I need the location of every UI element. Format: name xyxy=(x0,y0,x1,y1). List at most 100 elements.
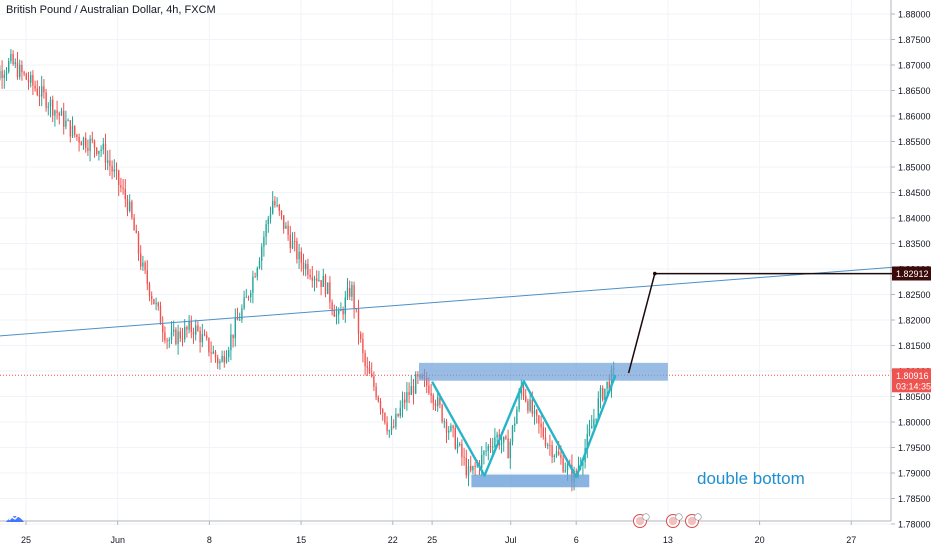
candle-body xyxy=(408,392,410,396)
candle-body xyxy=(63,110,65,127)
candle-body xyxy=(454,428,456,449)
candle-body xyxy=(69,120,71,137)
candle-body xyxy=(247,296,250,298)
candle-body xyxy=(87,148,89,151)
candle-body xyxy=(397,414,399,417)
candle-body xyxy=(586,433,588,449)
candle-body xyxy=(487,446,489,451)
tradingview-logo-icon[interactable] xyxy=(4,509,26,525)
price-tick-label: 1.84000 xyxy=(898,214,931,224)
candle-body xyxy=(21,64,23,73)
chart-title: British Pound / Australian Dollar, 4h, F… xyxy=(6,4,216,16)
candle-body xyxy=(153,299,155,304)
time-axis[interactable]: 25 Jun 8 15 22 25 Jul 6 13 20 27 xyxy=(21,521,856,545)
candle-body xyxy=(285,225,287,229)
price-tick-label: 1.79500 xyxy=(898,443,931,453)
candle-body xyxy=(547,444,549,446)
candle-body xyxy=(450,425,452,431)
candle-body xyxy=(137,233,140,254)
candle-body xyxy=(428,385,430,394)
candle-body xyxy=(188,321,190,330)
current-price-tag xyxy=(892,368,931,393)
candle-body xyxy=(265,224,267,237)
candle-body xyxy=(311,277,313,281)
candle-body xyxy=(109,160,111,166)
candle-body xyxy=(60,110,63,116)
candle-body xyxy=(142,262,144,267)
candle-body xyxy=(254,276,256,278)
candle-body xyxy=(465,457,467,476)
drawings[interactable] xyxy=(0,265,904,488)
candle-body xyxy=(1,70,3,79)
candle-body xyxy=(511,426,514,442)
price-tick-label: 1.88000 xyxy=(898,10,931,20)
candle-body xyxy=(228,350,230,358)
candle-body xyxy=(562,457,564,472)
candle-body xyxy=(483,451,485,455)
candle-body xyxy=(131,201,133,218)
candle-body xyxy=(575,471,577,473)
candle-body xyxy=(346,288,349,298)
candle-body xyxy=(316,278,318,281)
candle-body xyxy=(223,356,225,363)
candle-body xyxy=(261,246,263,261)
candle-body xyxy=(159,306,162,325)
time-tick-label: 25 xyxy=(427,535,437,545)
candle-body xyxy=(74,125,76,135)
support-zone[interactable] xyxy=(471,474,590,488)
price-tick-label: 1.86000 xyxy=(898,112,931,122)
candle-body xyxy=(333,310,335,317)
candle-body xyxy=(318,280,320,282)
candle-body xyxy=(353,285,355,309)
price-axis[interactable]: 1.88000 1.87500 1.87000 1.86500 1.86000 1.855… xyxy=(891,10,931,530)
candle-body xyxy=(485,450,487,452)
trendline[interactable] xyxy=(0,265,904,337)
candle-body xyxy=(461,444,463,457)
candle-body xyxy=(179,331,181,339)
candle-body xyxy=(496,434,498,438)
candle-body xyxy=(67,120,69,122)
resistance-zone[interactable] xyxy=(419,362,668,381)
projection-path[interactable] xyxy=(627,272,904,374)
candle-body xyxy=(256,268,258,277)
candle-body xyxy=(212,351,214,354)
candle-body xyxy=(234,318,236,339)
projection-point[interactable] xyxy=(653,271,657,276)
candle-body xyxy=(263,236,265,247)
double-bottom-pattern[interactable] xyxy=(431,374,617,479)
price-tick-label: 1.85500 xyxy=(898,137,931,147)
candle-body xyxy=(544,437,547,446)
candle-body xyxy=(382,409,384,414)
candle-body xyxy=(434,403,437,407)
price-tick-label: 1.78500 xyxy=(898,494,931,504)
candle-body xyxy=(201,334,203,343)
candle-body xyxy=(184,327,186,340)
double-bottom-annotation[interactable]: double bottom xyxy=(697,469,805,488)
candle-body xyxy=(82,137,85,146)
price-tick-label: 1.80500 xyxy=(898,392,931,402)
candle-body xyxy=(608,381,610,390)
time-tick-label: 22 xyxy=(388,535,398,545)
event-icons[interactable] xyxy=(633,513,702,528)
candle-body xyxy=(342,310,344,315)
candle-body xyxy=(5,71,8,75)
candle-body xyxy=(155,302,157,304)
candle-body xyxy=(604,388,606,401)
candle-body xyxy=(351,285,353,297)
candle-body xyxy=(192,331,195,335)
candle-body xyxy=(203,334,206,336)
candle-body xyxy=(287,225,289,235)
candles xyxy=(0,48,615,492)
candle-body xyxy=(36,88,38,95)
candle-body xyxy=(445,421,448,433)
candle-body xyxy=(232,334,234,339)
candle-body xyxy=(571,464,573,482)
candle-body xyxy=(331,302,333,311)
candle-body xyxy=(366,366,368,368)
candle-body xyxy=(80,142,82,146)
candle-body xyxy=(175,329,177,344)
candle-body xyxy=(30,75,32,83)
candle-body xyxy=(553,455,555,458)
